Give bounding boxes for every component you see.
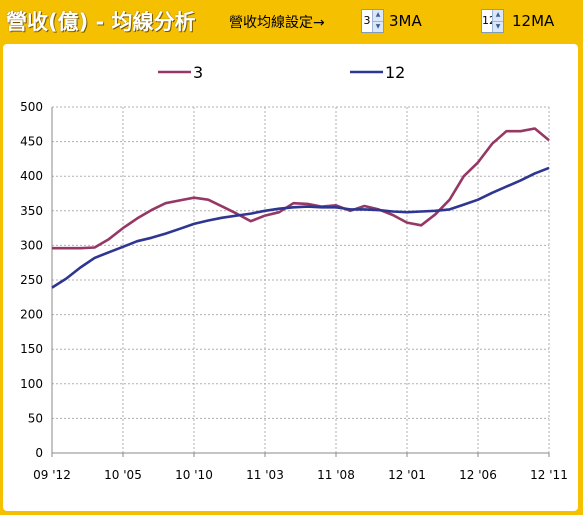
short-ma-spinner[interactable]: 3 ▲ ▼: [361, 9, 384, 33]
y-tick-label: 250: [20, 273, 43, 287]
chart-panel: 0 50 100 150 200 250 300 350 400 450 500 09 '12 10 '…: [3, 44, 578, 511]
legend-label-12: 12: [385, 63, 405, 82]
x-tick-label: 11 '08: [317, 468, 355, 482]
x-tick-label: 12 '06: [459, 468, 497, 482]
short-ma-up-button[interactable]: ▲: [372, 10, 383, 21]
series-line-3: [52, 127, 550, 250]
long-ma-label: 12MA: [512, 12, 555, 30]
y-tick-label: 400: [20, 169, 43, 183]
x-tick-label: 10 '10: [175, 468, 213, 482]
x-tick-label: 09 '12: [33, 468, 71, 482]
down-arrow-icon: ▼: [375, 22, 381, 30]
long-ma-down-button[interactable]: ▼: [492, 20, 503, 32]
down-arrow-icon: ▼: [495, 22, 501, 30]
y-tick-label: 100: [20, 377, 43, 391]
y-tick-label: 300: [20, 238, 43, 252]
x-tick-label: 10 '05: [104, 468, 142, 482]
x-tick-label: 11 '03: [246, 468, 284, 482]
header-bar: 營收(億) - 均線分析 營收均線設定→ 3 ▲ ▼ 3MA 12 ▲ ▼ 12…: [0, 0, 583, 42]
short-ma-label: 3MA: [389, 12, 422, 30]
up-arrow-icon: ▲: [375, 11, 381, 19]
y-tick-label: 150: [20, 342, 43, 356]
y-tick-label: 450: [20, 135, 43, 149]
up-arrow-icon: ▲: [495, 11, 501, 19]
x-tick-label: 12 '11: [530, 468, 568, 482]
legend-label-3: 3: [193, 63, 203, 82]
y-tick-label: 350: [20, 204, 43, 218]
y-tick-label: 50: [28, 411, 43, 425]
y-tick-label: 500: [20, 100, 43, 114]
long-ma-up-button[interactable]: ▲: [492, 10, 503, 21]
long-ma-spinner[interactable]: 12 ▲ ▼: [481, 9, 504, 33]
series-line-12: [51, 166, 550, 289]
short-ma-down-button[interactable]: ▼: [372, 20, 383, 32]
y-tick-label: 0: [35, 446, 43, 460]
line-chart: 0 50 100 150 200 250 300 350 400 450 500 09 '12 10 '…: [20, 63, 568, 482]
ma-setting-label: 營收均線設定→: [229, 15, 325, 31]
short-ma-value[interactable]: 3: [363, 14, 371, 27]
page-title: 營收(億) - 均線分析: [6, 10, 196, 34]
x-tick-label: 12 '01: [388, 468, 426, 482]
long-ma-value[interactable]: 12: [482, 14, 496, 27]
y-tick-label: 200: [20, 308, 43, 322]
